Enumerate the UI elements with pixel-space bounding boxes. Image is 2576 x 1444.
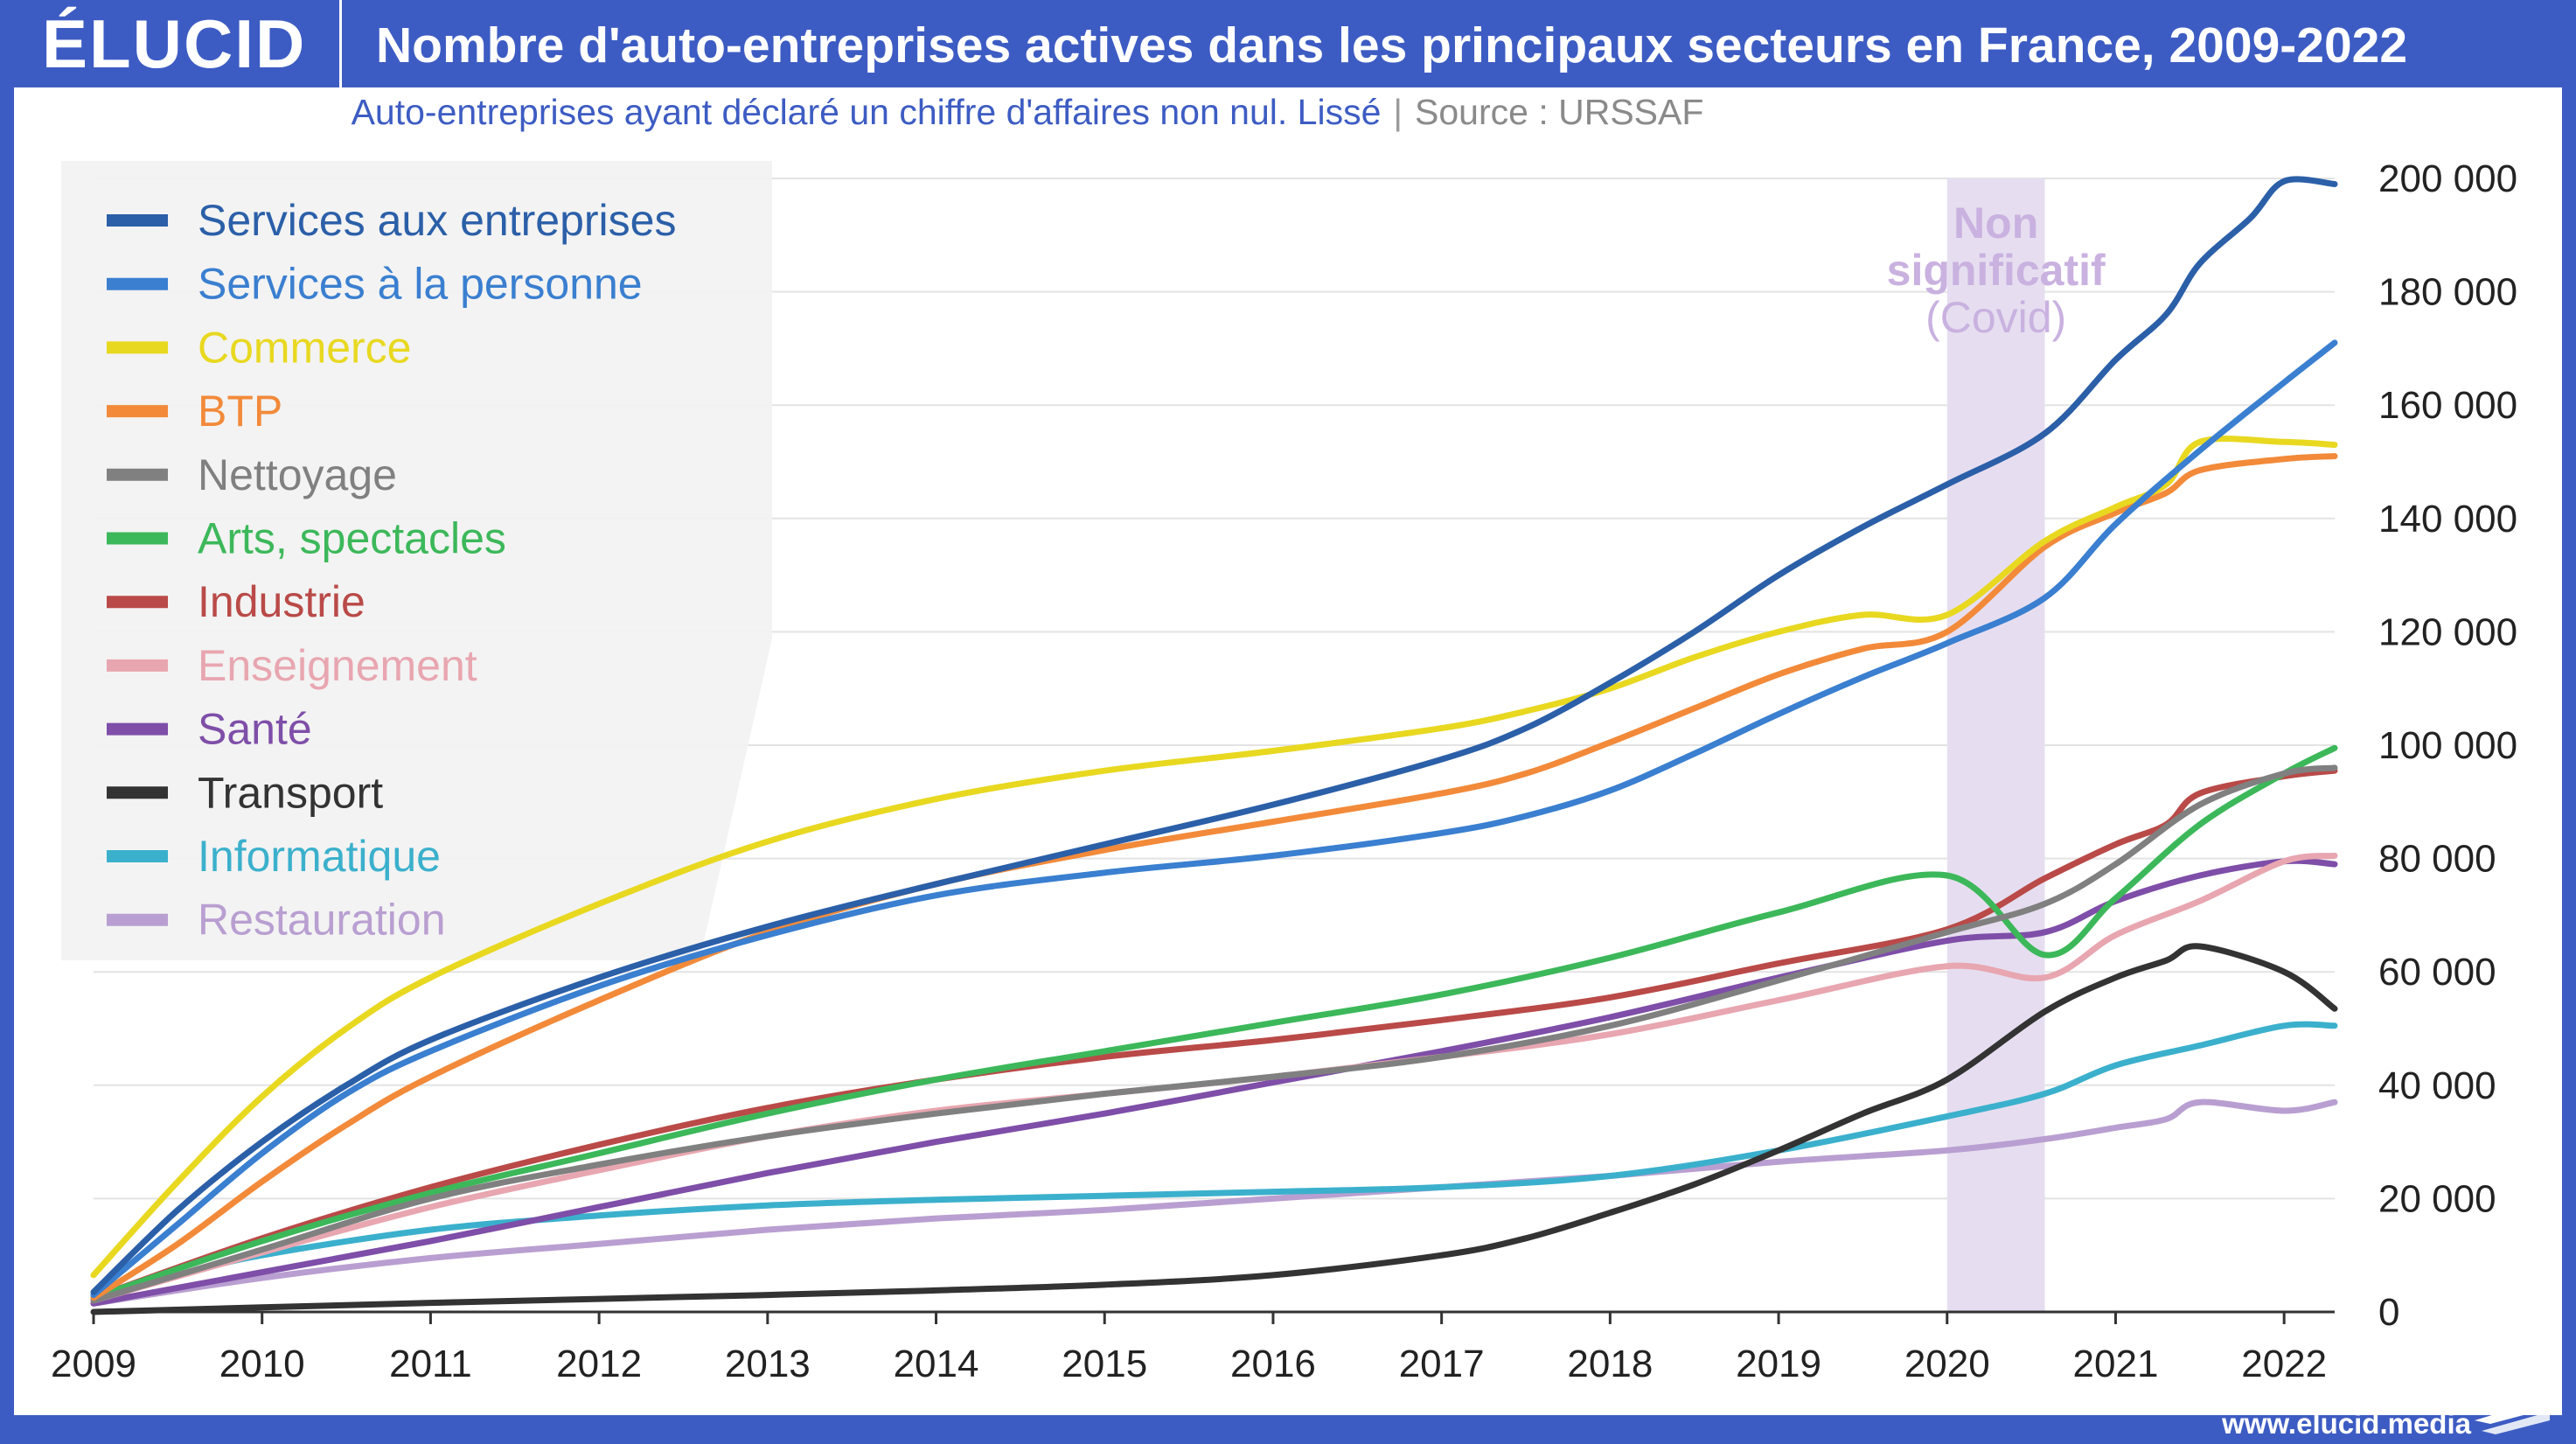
covid-band-rect [1946,178,2045,1312]
legend-label: Industrie [198,577,366,626]
y-tick-label: 160 000 [2378,384,2517,427]
x-tick-label: 2011 [389,1343,472,1385]
y-tick-label: 180 000 [2378,271,2517,314]
y-tick-label: 60 000 [2378,951,2496,994]
legend-label: Santé [198,705,312,754]
x-tick-label: 2015 [1062,1343,1147,1385]
header-bar: ÉLUCID Nombre d'auto-entreprises actives… [0,0,2576,87]
legend-box [61,161,772,960]
legend-label: Nettoyage [198,450,397,499]
y-tick-label: 20 000 [2378,1177,2496,1220]
covid-label: Non [1953,199,2038,248]
header-divider [339,0,342,87]
chart-subtitle: Auto-entreprises ayant déclaré un chiffr… [0,92,2055,133]
series-lines [90,176,2338,1315]
legend-label: Enseignement [198,641,477,690]
x-tick-label: 2022 [2241,1343,2327,1385]
y-tick-label: 40 000 [2378,1064,2496,1107]
x-tick-label: 2014 [894,1343,979,1385]
chart-title: Nombre d'auto-entreprises actives dans l… [376,17,2408,73]
elucid-mark-icon [2475,1398,2550,1434]
axes: 0 20 000 40 000 60 000 80 000 100 000 120 000 1… [51,157,2517,1385]
x-tick-label: 2013 [725,1343,811,1385]
series-line [90,767,2338,1301]
y-tick-label: 80 000 [2378,838,2496,881]
source-text: Source : URSSAF [1415,92,1704,132]
x-tick-label: 2012 [556,1343,642,1385]
x-tick-label: 2021 [2073,1343,2159,1385]
elucid-logo: ÉLUCID [42,5,307,82]
x-tick-label: 2020 [1904,1343,1990,1385]
series-line [90,764,2338,1304]
legend-label: Restauration [198,896,446,945]
legend-label: BTP [198,387,282,436]
legend-label: Arts, spectacles [198,514,506,563]
x-tick-label: 2017 [1399,1343,1485,1385]
y-tick-label: 140 000 [2378,498,2517,541]
x-tick-label: 2009 [51,1343,136,1385]
series-line [90,744,2338,1301]
series-line [90,943,2338,1315]
y-tick-label: 0 [2378,1291,2399,1334]
y-tick-label: 200 000 [2378,157,2517,200]
series-line [90,436,2338,1279]
legend-label: Commerce [198,323,411,372]
subtitle-separator: | [1393,92,1403,132]
y-tick-label: 100 000 [2378,724,2517,767]
x-tick-label: 2019 [1736,1343,1821,1385]
series-line [90,339,2338,1299]
legend-background [61,161,772,960]
footer-url[interactable]: www.elucid.media [2222,1407,2471,1440]
x-tick-label: 2018 [1567,1343,1653,1385]
legend-label: Services à la personne [198,260,643,309]
covid-label: significatif [1887,246,2106,295]
series-line [90,453,2338,1301]
covid-label: (Covid) [1925,293,2066,342]
x-tick-label: 2016 [1230,1343,1316,1385]
legend-label: Services aux entreprises [198,196,676,245]
subtitle-text: Auto-entreprises ayant déclaré un chiffr… [351,92,1382,132]
legend: Services aux entreprises Services à la pe… [107,196,676,945]
legend-label: Informatique [198,832,441,881]
legend-label: Transport [198,768,383,817]
y-tick-label: 120 000 [2378,610,2517,653]
series-line [90,176,2338,1295]
x-tick-label: 2010 [219,1343,305,1385]
series-line [90,1021,2338,1301]
